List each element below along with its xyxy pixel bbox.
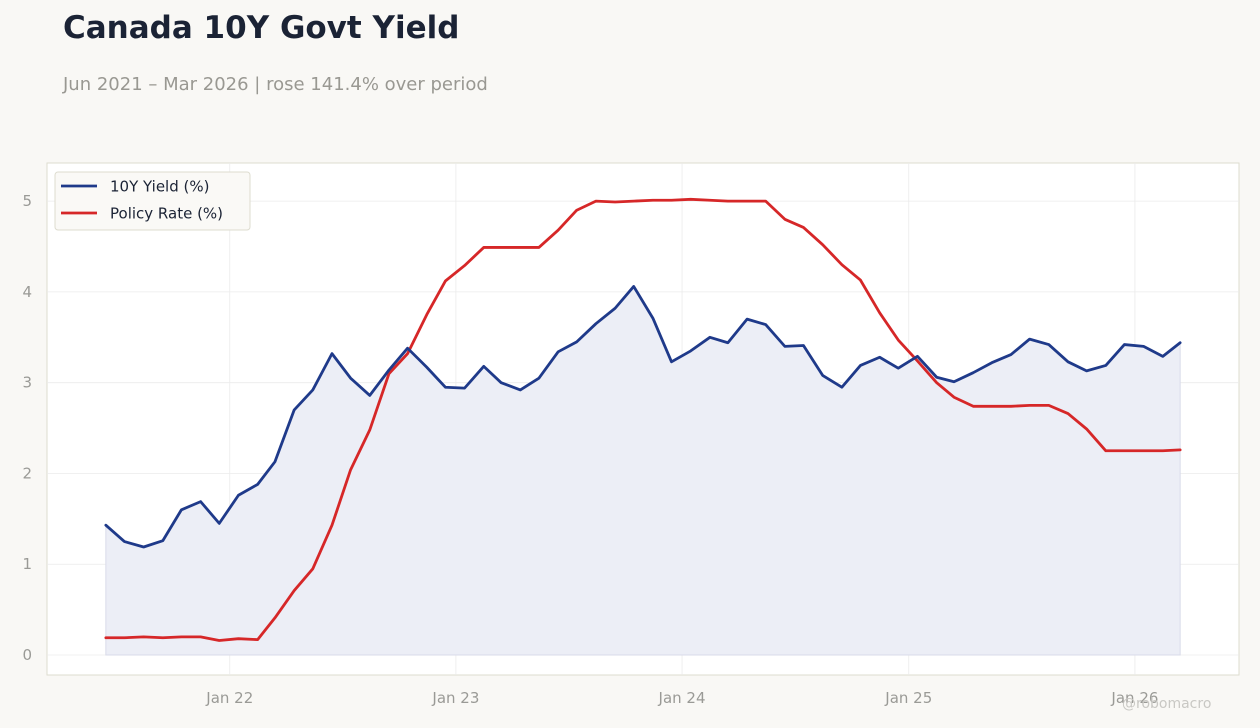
line-layer [104,197,1182,642]
legend-layer: 10Y Yield (%) Policy Rate (%) [54,171,251,231]
yield-line [104,285,1182,549]
x-tick-label: Jan 23 [431,689,479,707]
policy-rate-line [104,197,1182,642]
x-tick-label: Jan 22 [205,689,253,707]
y-tick-label: 0 [22,646,32,664]
x-tick-label: Jan 24 [658,689,706,707]
chart-subtitle: Jun 2021 – Mar 2026 | rose 141.4% over p… [63,74,488,95]
legend-box [54,171,251,231]
legend-label: Policy Rate (%) [110,205,223,223]
y-tick-label: 5 [22,192,32,210]
legend-label: 10Y Yield (%) [110,178,209,196]
x-tick-label: Jan 25 [884,689,932,707]
chart-title: Canada 10Y Govt Yield [63,10,460,46]
y-tick-label: 2 [22,464,32,482]
tick-layer: 0 1 2 3 4 5 Jan 22 Jan 23 Jan 24 Jan 25 Jan 26 [22,192,1158,707]
x-tick-label: Jan 26 [1110,689,1158,707]
y-tick-label: 3 [22,374,32,392]
watermark: @robomacro [1122,696,1212,712]
y-tick-label: 4 [22,283,32,301]
y-tick-label: 1 [22,555,32,573]
